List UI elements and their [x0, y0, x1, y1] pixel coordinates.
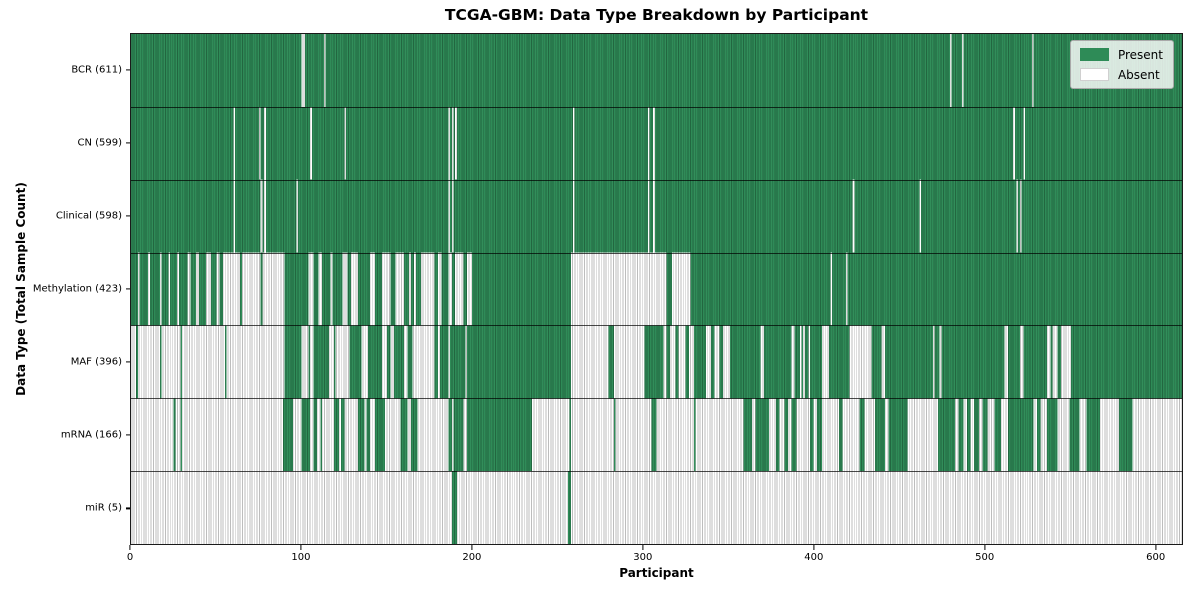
x-tick-label: 500 — [975, 552, 995, 563]
x-tick-mark — [129, 545, 131, 550]
x-tick-label: 0 — [126, 552, 134, 563]
heatmap-svg — [131, 34, 1182, 544]
y-tick-label: mRNA (166) — [60, 429, 122, 441]
x-tick-mark — [642, 545, 644, 550]
y-tick-mark — [126, 68, 130, 71]
x-tick-mark — [300, 545, 302, 550]
x-tick-mark — [813, 545, 815, 550]
y-tick-label: Clinical (598) — [55, 210, 122, 222]
x-tick-label: 400 — [804, 552, 824, 563]
legend: Present Absent — [1069, 40, 1174, 89]
plot-area: Present Absent — [130, 33, 1183, 545]
chart-title: TCGA-GBM: Data Type Breakdown by Partici… — [444, 6, 869, 24]
y-tick-mark — [126, 434, 130, 436]
legend-label-absent: Absent — [1117, 67, 1160, 82]
y-tick-label: BCR (611) — [71, 64, 122, 76]
present-swatch-icon — [1079, 48, 1109, 61]
x-tick-label: 100 — [291, 552, 311, 563]
x-tick-mark — [984, 545, 986, 550]
y-tick-mark — [126, 361, 130, 363]
y-tick-mark — [126, 142, 130, 144]
y-tick-mark — [126, 507, 130, 510]
legend-item-absent: Absent — [1079, 67, 1163, 82]
y-tick-label: CN (599) — [77, 137, 122, 149]
y-tick-mark — [126, 215, 130, 217]
y-tick-label: MAF (396) — [70, 356, 122, 368]
y-tick-label: Methylation (423) — [32, 283, 122, 295]
x-tick-label: 600 — [1146, 552, 1166, 563]
y-axis-label: Data Type (Total Sample Count) — [14, 182, 28, 396]
x-tick-label: 200 — [462, 552, 482, 563]
y-tick-mark — [126, 288, 130, 290]
legend-label-present: Present — [1117, 47, 1163, 62]
x-tick-label: 300 — [633, 552, 653, 563]
x-tick-mark — [471, 545, 473, 550]
x-axis-label: Participant — [619, 566, 694, 580]
y-tick-label: miR (5) — [85, 502, 122, 514]
legend-item-present: Present — [1079, 47, 1163, 62]
x-tick-mark — [1155, 545, 1157, 550]
absent-swatch-icon — [1079, 68, 1109, 81]
